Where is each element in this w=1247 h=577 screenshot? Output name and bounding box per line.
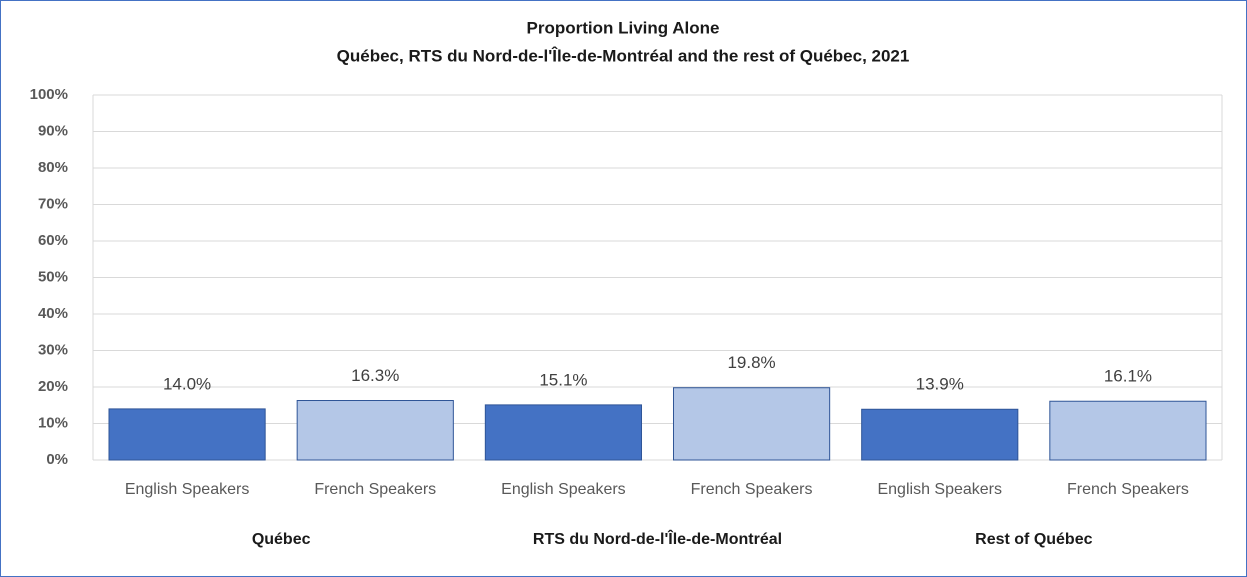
chart-title: Proportion Living Alone [527, 18, 720, 37]
y-tick-label: 30% [38, 341, 68, 358]
y-tick-label: 40% [38, 305, 68, 322]
x-tick-label: French Speakers [1067, 481, 1189, 498]
bar [484, 404, 643, 461]
value-label: 15.1% [539, 370, 587, 389]
y-tick-label: 80% [38, 159, 68, 176]
bar [108, 408, 266, 461]
group-label-box: Québec [251, 531, 311, 548]
bar [672, 387, 831, 461]
value-label: 14.0% [163, 374, 211, 393]
y-tick-label: 60% [38, 232, 68, 249]
y-tick-label: 50% [38, 268, 68, 285]
value-label: 16.1% [1104, 367, 1152, 386]
x-tick-label: French Speakers [314, 481, 436, 498]
bar [1049, 400, 1207, 461]
group-label-box: RTS du Nord-de-l'Île-de-Montréal [532, 531, 783, 548]
bar [861, 408, 1019, 461]
y-tick-label: 10% [38, 414, 68, 431]
y-tick-label: 100% [30, 86, 68, 103]
value-label: 16.3% [351, 366, 399, 385]
x-tick-label: French Speakers [691, 481, 813, 498]
group-label: Québec [251, 531, 311, 548]
value-label: 19.8% [727, 353, 775, 372]
bar [296, 400, 454, 461]
chart-subtitle: Québec, RTS du Nord-de-l'Île-de-Montréal… [337, 46, 910, 65]
x-tick-label: English Speakers [125, 481, 250, 498]
group-label: Rest of Québec [975, 531, 1093, 548]
y-tick-label: 20% [38, 378, 68, 395]
x-tick-label: English Speakers [501, 481, 626, 498]
y-tick-label: 70% [38, 195, 68, 212]
y-tick-label: 90% [38, 122, 68, 139]
y-tick-label: 0% [46, 451, 68, 468]
group-label: RTS du Nord-de-l'Île-de-Montréal [532, 531, 783, 548]
x-tick-label: English Speakers [877, 481, 1002, 498]
value-label: 13.9% [916, 375, 964, 394]
group-label-box: Rest of Québec [975, 531, 1093, 548]
